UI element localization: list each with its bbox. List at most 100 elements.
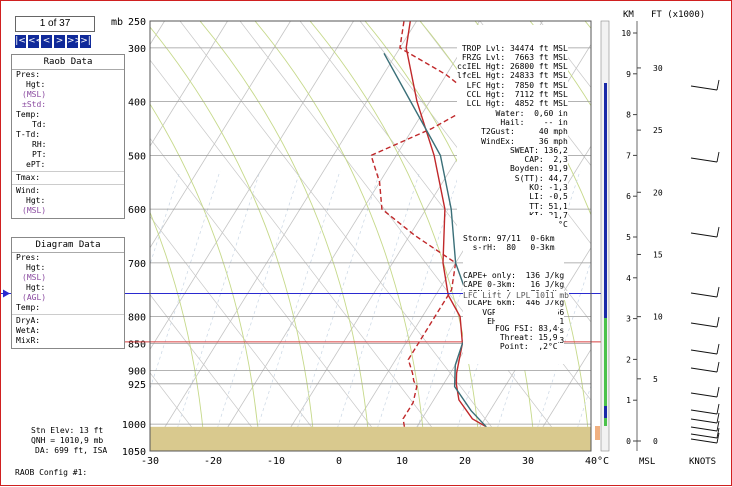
isotherm [150, 21, 291, 249]
level-readout-line: WindEx: 36 mph [481, 136, 568, 146]
dry-adiabat [150, 59, 451, 451]
last-page-button[interactable]: >| [80, 35, 91, 48]
moist-adiabat [529, 21, 591, 107]
diagram-row: Pres: [16, 253, 41, 262]
plot-border [149, 20, 592, 452]
km-tick-label: 3 [626, 315, 631, 324]
km-tick-label: 2 [626, 355, 631, 364]
divider [12, 171, 124, 172]
temperature-tick-label: 10 [396, 456, 408, 467]
level-marker-icon [3, 289, 10, 298]
diagram-row: MixR: [16, 336, 41, 345]
fog-list: FOG FSI: 83,4 Threat: 15,9 Point: ,2°C [495, 324, 558, 352]
mixing-ratio-line [169, 170, 261, 451]
mixing-ratio-line [329, 170, 421, 451]
diagram-row: Hgt: [26, 263, 46, 272]
level-readout-line: Boyden: 91,9 [509, 164, 568, 174]
km-tick-label: 1 [626, 396, 631, 405]
temperature-tick-label: 30 [522, 456, 534, 467]
isotherm [150, 21, 228, 147]
dry-adiabat [539, 21, 591, 89]
isotherm [150, 21, 417, 451]
raob-row: Tmax: [16, 173, 41, 182]
isotherm [527, 348, 591, 451]
next-page-button[interactable]: > [54, 35, 65, 48]
stability-readout: TROP Lvl: 34474 ft MSL FRZG Lvl: 7663 ft … [457, 25, 568, 249]
cape-readout-line: CAPE+ only: 136 J/kg [463, 270, 565, 280]
mixing-ratio-line [529, 260, 591, 451]
storm-readout-line: s-rH: 80 0-3km [472, 242, 555, 252]
density-altitude: DA: 699 ft, ISA [35, 446, 108, 455]
pressure-tick-label: 1050 [122, 447, 146, 458]
mixing-ratio-line [209, 170, 301, 451]
mixing-ratio-line [449, 170, 541, 451]
first-page-button[interactable]: |< [15, 35, 26, 48]
config-label: RAOB Config #1: [15, 468, 88, 477]
station-elevation: Stn Elev: 13 ft [31, 426, 104, 435]
pressure-tick-label: 1000 [122, 420, 146, 431]
raob-row: T-Td: [16, 130, 41, 139]
diagram-row: WetA: [16, 326, 41, 335]
level-readout-line: LFC Hgt: 7850 ft MSL [466, 80, 568, 90]
knots-label: KNOTS [689, 457, 716, 467]
cape-readout-line: CAPE 0-3km: 16 J/kg [463, 279, 565, 289]
ft-tick-label: 0 [653, 437, 658, 446]
mixing-ratio-line [610, 171, 700, 451]
pressure-tick-label: 850 [128, 340, 146, 351]
dry-adiabat [660, 21, 732, 451]
diagram-row: (MSL) [22, 273, 47, 282]
wind-barb [690, 426, 718, 432]
level-readout-line: Water: 0,60 in [495, 108, 568, 118]
wind-barb [690, 157, 718, 163]
diagram-row: DryA: [16, 316, 41, 325]
km-tick-label: 7 [626, 151, 631, 160]
mixing-ratio-line [489, 170, 581, 451]
raob-row: Hgt: [26, 80, 46, 89]
ft-tick-label: 5 [653, 375, 658, 384]
forward-ten-button[interactable]: >> [67, 35, 83, 48]
dry-adiabat [150, 372, 211, 451]
raob-row: RH: [32, 140, 47, 149]
wind-barb [690, 322, 718, 328]
km-tick-label: 0 [626, 437, 631, 446]
pressure-tick-label: 600 [128, 205, 146, 216]
diagram-row: (AGL) [22, 293, 47, 302]
wind-barb [690, 438, 718, 444]
level-readout-line: CCL Hgt: 7112 ft MSL [466, 90, 568, 100]
storm-readout-line: Storm: 97/11 0-6km [463, 233, 555, 243]
wind-barb-flag [716, 403, 720, 415]
raob-row: Pres: [16, 70, 41, 79]
wind-barb [690, 367, 718, 373]
pressure-tick-label: 400 [128, 98, 146, 109]
mixing-ratio-line [650, 171, 732, 451]
divider [12, 314, 124, 315]
wind-barb-flag [716, 427, 720, 439]
level-readout-line: T2Gust: 40 mph [481, 127, 568, 137]
wind-barb-flag [716, 226, 720, 238]
level-readout-line: FRZG Lvl: 7663 ft MSL [461, 52, 568, 62]
level-readout-line: LI: -0,5 [529, 192, 568, 202]
temperature-tick-label: 40 [585, 456, 597, 467]
raob-row: Wind: [16, 186, 41, 195]
level-readout-line: S(TT): 44,7 [514, 173, 568, 183]
raob-row: Hgt: [26, 196, 46, 205]
level-readout-line: Hail: -- in [500, 117, 568, 127]
level-readout-line: CAP: 2,3 [524, 155, 568, 165]
prev-page-button[interactable]: < [41, 35, 52, 48]
raob-data-panel: Raob Data Pres: Hgt: (MSL) ±Std: Temp: T… [11, 54, 125, 219]
fog-readout: FOG FSI: 83,4 Threat: 15,9 Point: ,2°C [495, 305, 558, 371]
back-ten-button[interactable]: << [28, 35, 44, 48]
wind-barb [690, 433, 718, 439]
temperature-tick-label: -30 [141, 456, 159, 467]
km-tick-label: 9 [626, 70, 631, 79]
km-tick-label: 6 [626, 192, 631, 201]
dry-adiabat [150, 294, 271, 451]
level-readout-line: SWEAT: 136,2 [509, 145, 568, 155]
km-tick-label: 10 [621, 29, 631, 38]
ft-tick-label: 25 [653, 126, 663, 135]
strip-segment-green [604, 318, 607, 406]
diagram-data-panel: Diagram Data Pres: Hgt: (MSL) Hgt: (AGL)… [11, 237, 125, 349]
pressure-tick-label: 925 [128, 380, 146, 391]
page-indicator: 1 of 37 [15, 16, 95, 32]
